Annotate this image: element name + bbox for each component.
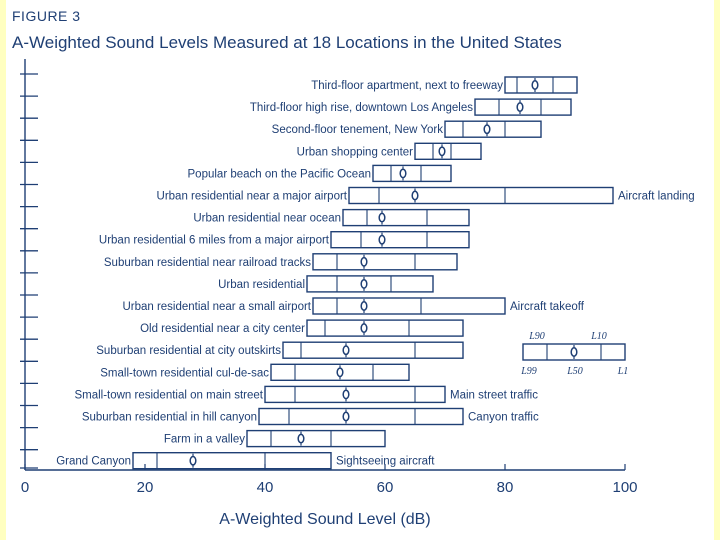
x-tick-label: 40 [257, 479, 274, 496]
row-14-box [270, 363, 410, 381]
location-label: Small-town residential on main street [74, 389, 263, 401]
row-12-box [306, 319, 464, 337]
row-13-box [282, 341, 464, 359]
row-16-median-marker [342, 411, 350, 422]
annotation-label: Aircraft landing [618, 191, 695, 203]
x-tick-label: 100 [612, 479, 637, 496]
row-2-median-marker [516, 102, 524, 113]
row-8-median-marker [378, 234, 386, 245]
row-7-box [342, 208, 470, 227]
x-tick-label: 0 [21, 479, 29, 496]
chart-title: A-Weighted Sound Levels Measured at 18 L… [12, 33, 562, 52]
row-5-box [372, 164, 452, 183]
location-label: Small-town residential cul-de-sac [100, 367, 269, 379]
row-4-median-marker [438, 146, 446, 157]
location-label: Suburban residential at city outskirts [96, 345, 281, 357]
row-16-box [258, 407, 464, 426]
row-1-median-marker [531, 80, 539, 90]
row-18-box [132, 452, 332, 470]
row-9-median-marker [360, 256, 368, 267]
location-label: Urban residential near a small airport [122, 301, 311, 313]
location-label: Farm in a valley [164, 434, 245, 446]
location-label: Popular beach on the Pacific Ocean [188, 168, 371, 180]
x-tick-label: 60 [377, 479, 394, 496]
location-label: Urban shopping center [297, 146, 414, 158]
row-3-median-marker [483, 124, 491, 135]
legend-box [522, 343, 626, 361]
location-label: Grand Canyon [56, 456, 131, 468]
row-3-box [444, 120, 542, 138]
annotation-label: Main street traffic [450, 389, 538, 401]
legend-l10-label: L10 [590, 331, 607, 342]
row-13-median-marker [342, 345, 350, 356]
row-15-median-marker [342, 389, 350, 400]
row-1-box [504, 76, 578, 94]
row-6-box [348, 186, 614, 205]
row-2-box [474, 98, 572, 116]
row-10-box [306, 275, 434, 293]
location-label: Urban residential 6 miles from a major a… [99, 235, 330, 247]
location-label: Third-floor apartment, next to freeway [311, 80, 503, 92]
row-11-median-marker [360, 301, 368, 311]
legend-l90-label: L90 [528, 331, 545, 342]
row-5-median-marker [399, 168, 407, 179]
row-14-median-marker [336, 367, 344, 378]
row-12-median-marker [360, 323, 368, 334]
row-17-box [246, 429, 386, 448]
location-label: Suburban residential near railroad track… [104, 257, 311, 269]
location-label: Urban residential near a major airport [157, 191, 348, 203]
row-8-box [330, 230, 470, 249]
x-tick-label: 80 [497, 479, 514, 496]
location-label: Second-floor tenement, New York [272, 124, 444, 136]
location-label: Urban residential near ocean [193, 213, 341, 225]
annotation-label: Sightseeing aircraft [336, 456, 435, 468]
x-tick-label: 20 [137, 479, 154, 496]
figure-label: FIGURE 3 [12, 8, 81, 24]
legend-l50-label: L50 [566, 366, 583, 377]
location-label: Old residential near a city center [140, 323, 305, 335]
row-6-median-marker [411, 190, 419, 201]
annotation-label: Aircraft takeoff [510, 301, 585, 313]
location-label: Third-floor high rise, downtown Los Ange… [250, 102, 473, 114]
row-15-box [264, 385, 446, 404]
row-10-median-marker [360, 278, 368, 289]
location-label: Urban residential [218, 279, 305, 291]
row-7-median-marker [378, 212, 386, 223]
row-17-median-marker [297, 433, 305, 444]
location-label: Suburban residential in hill canyon [82, 412, 257, 424]
row-9-box [312, 253, 458, 271]
legend-median-marker [570, 347, 578, 357]
annotation-label: Canyon traffic [468, 412, 539, 424]
row-4-box [414, 142, 482, 161]
legend-l99-label: L99 [520, 366, 537, 377]
legend-l1-label: L1 [617, 366, 629, 377]
x-axis-title: A-Weighted Sound Level (dB) [219, 511, 430, 528]
row-11-box [312, 297, 506, 315]
row-18-median-marker [189, 455, 197, 466]
